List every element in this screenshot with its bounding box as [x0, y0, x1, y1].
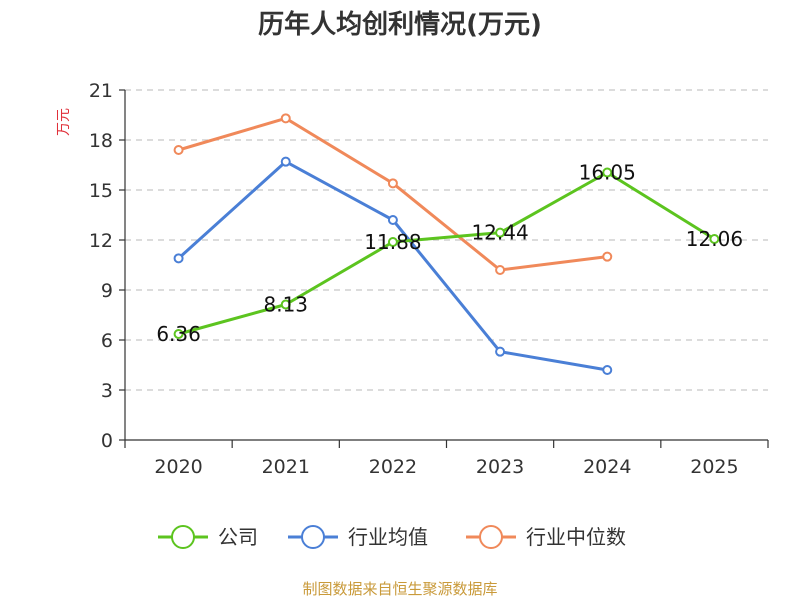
data-point[interactable] — [709, 234, 720, 244]
y-tick-label: 15 — [89, 180, 113, 202]
y-tick-label: 6 — [101, 330, 113, 352]
legend-item[interactable]: 行业均值 — [288, 525, 428, 549]
x-tick-label: 2025 — [690, 456, 738, 478]
data-point[interactable] — [173, 253, 184, 264]
grid-lines — [125, 89, 768, 391]
data-label: 16.05 — [579, 161, 636, 185]
data-point[interactable] — [280, 156, 291, 167]
data-point[interactable] — [495, 265, 506, 275]
y-axis-label: 万元 — [56, 108, 72, 136]
legend-marker-icon — [301, 525, 325, 549]
legend[interactable]: 公司 行业均值 行业中位数 — [158, 525, 626, 549]
chart-title: 历年人均创利情况(万元) — [258, 9, 542, 40]
legend-label: 行业均值 — [348, 525, 428, 549]
data-label: 8.13 — [263, 293, 308, 317]
data-labels: 6.36 8.13 11.88 12.44 16.05 12.06 — [156, 161, 743, 347]
data-label: 12.06 — [686, 227, 743, 251]
data-point[interactable] — [602, 167, 613, 178]
data-point[interactable] — [602, 251, 613, 262]
y-tick-label: 21 — [89, 80, 113, 102]
y-tick-label: 12 — [89, 230, 113, 252]
x-tick-label: 2020 — [154, 456, 202, 478]
data-point[interactable] — [280, 299, 291, 310]
axes — [119, 89, 769, 448]
data-label: 12.44 — [471, 221, 528, 245]
legend-item[interactable]: 公司 — [158, 525, 258, 549]
y-tick-label: 9 — [101, 280, 113, 302]
y-tick-label: 3 — [101, 380, 113, 402]
data-point[interactable] — [387, 178, 398, 189]
tick-labels: 0 3 6 9 12 15 18 21 2020 2021 2022 2023 2024 2025 — [89, 80, 739, 478]
data-point[interactable] — [495, 227, 506, 238]
x-tick-label: 2024 — [583, 456, 631, 478]
data-point[interactable] — [280, 113, 291, 124]
data-label: 11.88 — [364, 230, 421, 254]
data-point[interactable] — [387, 237, 398, 247]
data-point[interactable] — [495, 346, 506, 357]
x-tick-label: 2021 — [262, 456, 310, 478]
series-line — [178, 171, 716, 336]
legend-label: 行业中位数 — [526, 525, 626, 549]
source-note: 制图数据来自恒生聚源数据库 — [302, 580, 497, 598]
data-point[interactable] — [173, 329, 184, 339]
data-point[interactable] — [387, 215, 398, 225]
x-tick-label: 2023 — [476, 456, 524, 478]
data-point[interactable] — [173, 145, 184, 155]
legend-marker-icon — [479, 525, 503, 549]
y-tick-label: 0 — [101, 430, 113, 452]
legend-marker-icon — [171, 525, 195, 549]
x-tick-label: 2022 — [369, 456, 417, 478]
y-tick-label: 18 — [89, 130, 113, 152]
data-label: 6.36 — [156, 322, 201, 346]
data-point[interactable] — [602, 365, 613, 375]
legend-item[interactable]: 行业中位数 — [466, 525, 626, 549]
legend-label: 公司 — [218, 525, 258, 549]
series-layer — [173, 113, 720, 375]
